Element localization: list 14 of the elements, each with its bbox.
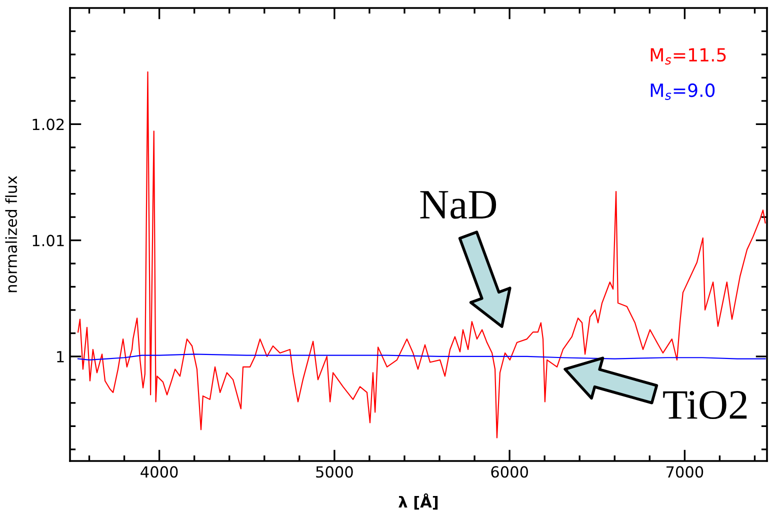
x-axis-title: λ [Å] bbox=[398, 493, 438, 510]
text: M$_{s}$=11.5 bbox=[650, 48, 726, 65]
y-axis-title: normalized flux bbox=[5, 176, 18, 292]
x-tick-label: 6000 bbox=[491, 466, 528, 478]
y-tick-label: 1 bbox=[57, 351, 64, 362]
x-tick-label: 5000 bbox=[316, 466, 353, 478]
line-series bbox=[78, 71, 766, 438]
x-tick-label: 7000 bbox=[666, 466, 704, 478]
y-tick-label: 1.02 bbox=[32, 118, 64, 130]
text: M$_{s}$=9.0 bbox=[650, 83, 715, 100]
y-tick-label: 1.01 bbox=[32, 234, 64, 246]
annotation: TiO2 bbox=[663, 391, 747, 420]
x-tick-label: 4000 bbox=[140, 466, 178, 478]
annotation: NaD bbox=[420, 191, 496, 219]
